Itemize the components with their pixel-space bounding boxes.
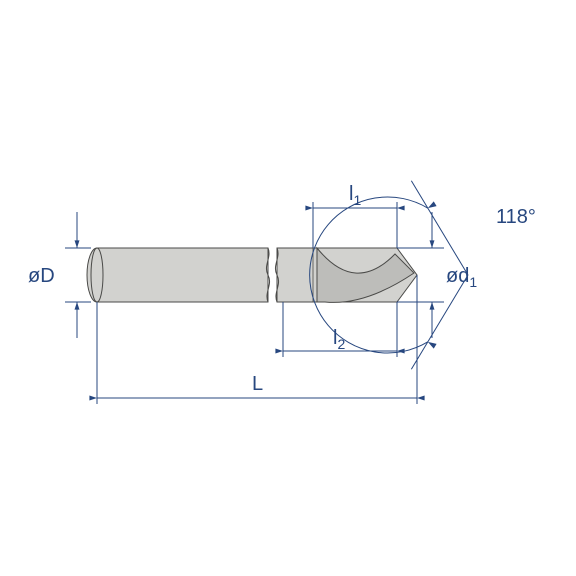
drill-bit-part — [87, 248, 417, 302]
label-angle: 118° — [496, 206, 536, 228]
label-L: L — [252, 373, 263, 395]
label-D: øD — [28, 265, 55, 287]
